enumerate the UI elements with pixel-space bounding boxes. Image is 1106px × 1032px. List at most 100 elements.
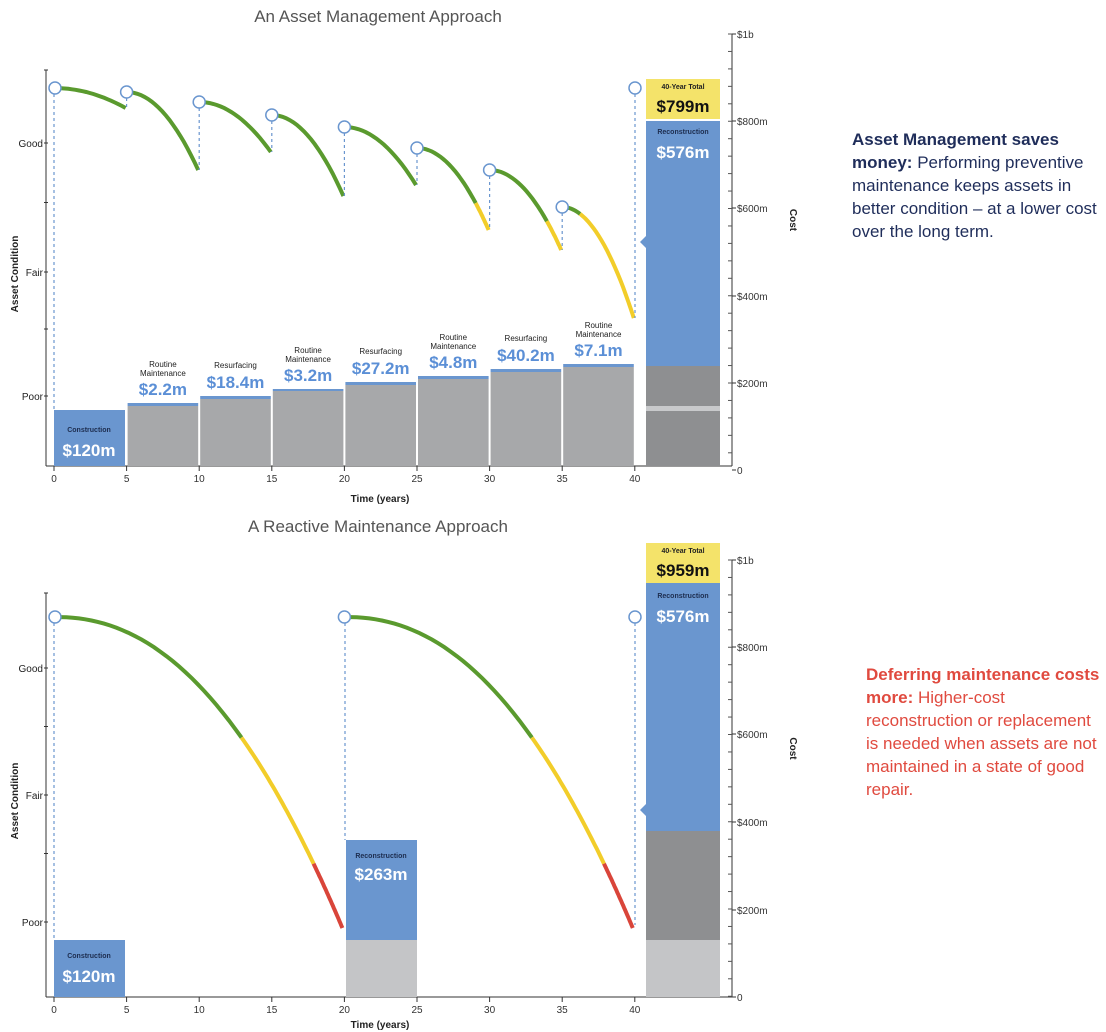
- chart-2-x-tick-label: 40: [629, 1005, 641, 1016]
- chart-1-condition-poor: Poor: [22, 392, 44, 403]
- chart-2-cost-tick-label: 0: [737, 993, 743, 1004]
- chart-1-group: An Asset Management Approach Good Fair Poor…: [10, 7, 798, 505]
- reactive-note-bold: Deferring maintenance costs more:: [866, 665, 1100, 707]
- cost-stack: [563, 367, 634, 466]
- condition-curve-fair: [530, 736, 606, 865]
- treatment-cost-bar: [563, 364, 634, 367]
- condition-curve-good: [344, 615, 534, 739]
- treatment-marker: [337, 120, 352, 134]
- chart-1-cost-tick-label: 0: [737, 466, 743, 477]
- asset-note-bold: Asset Management saves money:: [852, 130, 1059, 172]
- treatment-marker: [337, 610, 352, 624]
- chart-1-x-tick-label: 0: [51, 474, 57, 485]
- reconstruction-pointer: [640, 236, 646, 248]
- chart-1-y-axis-title: Asset Condition: [10, 236, 21, 313]
- condition-curve-good: [126, 90, 201, 171]
- chart-1-x-axis-title: Time (years): [351, 494, 410, 505]
- construction-box: [54, 410, 125, 466]
- treatment-amount: $2.2m: [139, 380, 187, 399]
- treatment-amount: $40.2m: [497, 346, 555, 365]
- cost-stack-band: [646, 406, 720, 411]
- cost-stack: [490, 372, 562, 466]
- reconstruction-label: Reconstruction: [657, 129, 708, 136]
- treatment-label-line1: Routine: [440, 333, 468, 342]
- condition-curve-good: [489, 168, 549, 223]
- treatment-cost-bar: [345, 382, 416, 385]
- chart-2-x-tick-label: 0: [51, 1005, 57, 1016]
- chart-2-cost-tick-label: $800m: [737, 643, 768, 654]
- condition-curve-fair: [578, 212, 636, 319]
- condition-curve-fair: [473, 202, 491, 231]
- chart-2-x-axis-title: Time (years): [351, 1020, 410, 1031]
- reconstruction-amount: $263m: [355, 865, 408, 884]
- treatment-amount: $18.4m: [207, 373, 265, 392]
- asset-note-text: Performing preventive maintenance keeps …: [852, 153, 1097, 241]
- chart-2-cost-tick-label: $400m: [737, 818, 768, 829]
- treatment-marker: [628, 81, 642, 95]
- chart-1-x-tick-label: 40: [629, 474, 641, 485]
- chart-2-x-tick-label: 10: [194, 1005, 206, 1016]
- chart-2-cost-tick-label: $1b: [737, 556, 754, 567]
- total-box: [646, 79, 720, 119]
- chart-2-x-tick-label: 20: [339, 1005, 351, 1016]
- reconstruction-box: [646, 121, 720, 366]
- chart-2-condition-fair: Fair: [26, 791, 44, 802]
- treatment-marker: [48, 81, 62, 95]
- treatment-marker: [482, 163, 497, 177]
- reconstruction-box-mid: [346, 840, 417, 940]
- reconstruction-label: Reconstruction: [355, 853, 406, 860]
- treatment-label-line2: Maintenance: [285, 355, 331, 364]
- chart-1-cost-tick-label: $400m: [737, 292, 768, 303]
- reactive-maintenance-note: Deferring maintenance costs more: Higher…: [866, 663, 1102, 801]
- condition-curve-good: [416, 146, 478, 205]
- treatment-label-line2: Maintenance: [430, 342, 476, 351]
- chart-1-cost-tick-label: $1b: [737, 30, 754, 41]
- chart-1-cost-tick-label: $200m: [737, 379, 768, 390]
- treatment-label-line1: Routine: [585, 321, 613, 330]
- treatment-amount: $3.2m: [284, 366, 332, 385]
- reconstruction-label: Reconstruction: [657, 593, 708, 600]
- chart-2-cost-tick-label: $600m: [737, 730, 768, 741]
- treatment-cost-bar: [490, 369, 562, 372]
- chart-1-x-tick-label: 10: [194, 474, 206, 485]
- treatment-label: Resurfacing: [359, 347, 402, 356]
- chart-2-y-axis-title: Asset Condition: [10, 763, 21, 840]
- chart-2-x-tick-label: 5: [124, 1005, 130, 1016]
- chart-1-x-tick-label: 15: [266, 474, 278, 485]
- condition-curve-good: [53, 615, 244, 739]
- total-label: 40-Year Total: [661, 548, 704, 555]
- chart-2-x-tick-label: 15: [266, 1005, 278, 1016]
- condition-curve-good: [271, 113, 346, 197]
- condition-curve-poor: [311, 862, 345, 929]
- treatment-cost-bar: [272, 389, 344, 391]
- treatment-label-line1: Routine: [294, 346, 322, 355]
- treatment-cost-bar: [418, 376, 489, 379]
- total-box: [646, 543, 720, 583]
- treatment-marker: [119, 85, 134, 99]
- chart-1-x-tick-label: 30: [484, 474, 496, 485]
- cost-stack: [200, 399, 271, 466]
- treatment-label-line2: Maintenance: [140, 369, 186, 378]
- chart-1-condition-fair: Fair: [26, 268, 44, 279]
- treatment-label-line2: Maintenance: [576, 330, 622, 339]
- total-amount: $959m: [657, 561, 710, 580]
- cost-stack: [345, 385, 416, 466]
- chart-2-condition-good: Good: [19, 664, 43, 675]
- treatment-marker: [628, 610, 642, 624]
- treatment-label: Resurfacing: [214, 361, 257, 370]
- treatment-amount: $4.8m: [429, 353, 477, 372]
- treatment-cost-bar: [200, 396, 271, 399]
- chart-2-group: A Reactive Maintenance Approach Good Fair P…: [10, 517, 798, 1031]
- reactive-note-text: Higher-cost reconstruction or replacemen…: [866, 688, 1097, 799]
- chart-2-x-tick-label: 25: [411, 1005, 423, 1016]
- condition-curve-good: [199, 100, 273, 154]
- chart-1-x-tick-label: 5: [124, 474, 130, 485]
- reconstruction-amount: $576m: [657, 143, 710, 162]
- cost-stack-reconstruction: [646, 366, 720, 466]
- chart-2-condition-poor: Poor: [22, 918, 44, 929]
- cost-stack: [346, 940, 417, 997]
- reconstruction-pointer: [640, 804, 646, 816]
- construction-amount: $120m: [63, 441, 116, 460]
- construction-box: [54, 940, 125, 997]
